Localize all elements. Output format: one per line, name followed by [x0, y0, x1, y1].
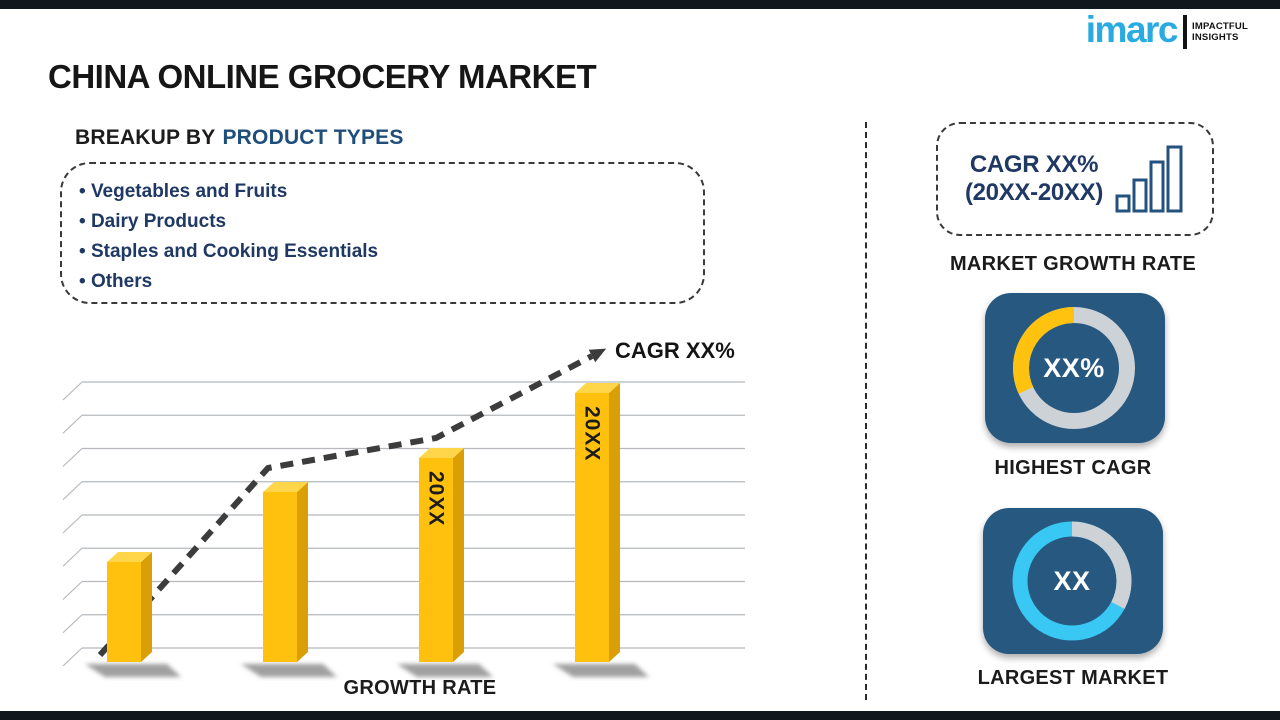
trend-line — [97, 348, 607, 658]
bar-3d: 20XX — [419, 448, 464, 662]
largest-market-tile: XX — [983, 508, 1163, 654]
highest-cagr-donut: XX% — [1013, 307, 1135, 429]
product-types-list: Vegetables and Fruits Dairy Products Sta… — [62, 177, 703, 297]
bar-3d: 20XX — [575, 383, 620, 662]
cagr-text-block: CAGR XX% (20XX-20XX) — [965, 151, 1103, 207]
gridlines — [62, 381, 745, 667]
bar-3d — [263, 482, 308, 662]
donut-accent-arc — [1013, 307, 1075, 394]
logo-tagline-line2: INSIGHTS — [1192, 32, 1239, 43]
highest-cagr-tile: XX% — [985, 293, 1165, 443]
product-types-box: Vegetables and Fruits Dairy Products Sta… — [60, 162, 705, 304]
product-type-item: Vegetables and Fruits — [79, 177, 703, 207]
cagr-period-text: (20XX-20XX) — [964, 179, 1104, 206]
vertical-divider — [865, 122, 867, 700]
bars-group: 20XX 20XX — [107, 383, 620, 662]
largest-market-donut: XX — [1012, 521, 1132, 641]
imarc-logo-wordmark: imarc — [1085, 9, 1179, 50]
breakup-heading-highlight: PRODUCT TYPES — [222, 126, 404, 149]
donut-center-value: XX — [1053, 566, 1090, 596]
donut-accent-arc — [1071, 521, 1132, 609]
imarc-logo: imarc IMPACTFUL INSIGHTS — [1086, 10, 1248, 50]
donut-center-value: XX% — [1043, 353, 1105, 383]
breakup-heading-prefix: BREAKUP BY — [75, 126, 216, 149]
bar-3d — [107, 552, 152, 662]
product-type-item: Others — [79, 267, 703, 297]
logo-divider — [1183, 15, 1188, 49]
growth-rate-chart: 20XX 20XX — [62, 348, 745, 677]
market-growth-rate-label: MARKET GROWTH RATE — [949, 253, 1197, 275]
bar-shadows — [85, 664, 649, 677]
bar-label: 20XX — [581, 406, 604, 461]
bottom-accent-bar — [0, 711, 1280, 720]
product-type-item: Dairy Products — [79, 207, 703, 237]
logo-tagline: IMPACTFUL INSIGHTS — [1192, 21, 1248, 43]
highest-cagr-label: HIGHEST CAGR — [994, 457, 1152, 479]
breakup-heading: BREAKUP BY PRODUCT TYPES — [75, 126, 404, 150]
bar-label: 20XX — [425, 471, 448, 526]
top-accent-bar — [0, 0, 1280, 9]
chart-xaxis-label: GROWTH RATE — [343, 677, 497, 699]
market-growth-rate-box: CAGR XX% (20XX-20XX) — [936, 122, 1214, 236]
trend-arrow — [588, 348, 607, 363]
trend-cagr-label: CAGR XX% — [615, 338, 735, 363]
cagr-value-text: CAGR XX% — [969, 151, 1099, 178]
product-type-item: Staples and Cooking Essentials — [79, 237, 703, 267]
ascending-bars-icon — [1115, 145, 1183, 213]
page-title: CHINA ONLINE GROCERY MARKET — [48, 58, 597, 95]
largest-market-label: LARGEST MARKET — [977, 667, 1169, 689]
logo-tagline-line1: IMPACTFUL — [1192, 21, 1248, 32]
